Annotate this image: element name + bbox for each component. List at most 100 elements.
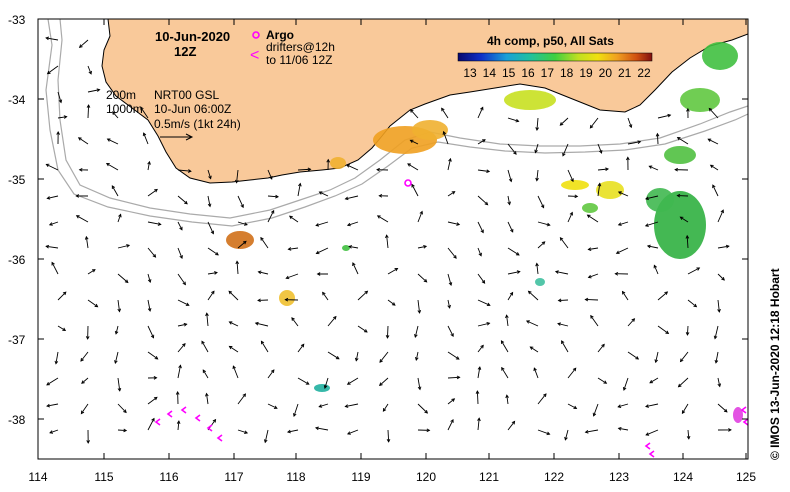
current-vector [441, 108, 449, 119]
current-vector [201, 341, 209, 353]
current-vector [717, 273, 725, 281]
current-vector-head [298, 182, 302, 187]
current-vector [315, 427, 329, 431]
current-vector-head [315, 223, 320, 227]
current-vector [237, 221, 248, 226]
current-vector-head [626, 156, 630, 161]
current-vector [206, 313, 209, 327]
colorbar-tick-label: 14 [483, 66, 497, 80]
current-vector-head [717, 308, 721, 313]
current-vector [387, 325, 389, 338]
current-vector [147, 273, 151, 283]
current-vector-head [178, 364, 182, 369]
current-vector [232, 365, 239, 379]
y-axis-labels: -33 -34 -35 -36 -37 -38 [8, 13, 26, 427]
current-vector [177, 299, 190, 306]
current-vector [447, 299, 451, 309]
current-vector [345, 403, 359, 407]
current-vector [649, 165, 659, 171]
current-vector-head [212, 418, 217, 423]
current-vector-head [569, 211, 573, 216]
current-vector [717, 209, 724, 223]
current-vector [117, 429, 127, 432]
current-vector [447, 376, 460, 379]
current-vector-head [77, 137, 82, 141]
current-vector-head [80, 357, 84, 362]
current-vector-head [376, 167, 380, 172]
current-vector-head [541, 241, 546, 245]
current-vector-head [516, 270, 521, 274]
current-vector [147, 325, 154, 338]
current-vector-head [228, 321, 233, 325]
current-vector-head [260, 340, 265, 345]
current-vector-head [546, 431, 551, 436]
sst-patch [330, 157, 346, 169]
current-vector [717, 377, 721, 387]
current-vector [618, 427, 629, 431]
current-vector [387, 268, 398, 275]
current-vector [289, 215, 299, 223]
current-vector [537, 429, 550, 435]
current-vector [46, 245, 59, 249]
current-vector [379, 377, 389, 386]
current-vector-head [85, 336, 90, 340]
current-vector-head [505, 314, 509, 319]
current-vector-head [291, 317, 295, 321]
current-vector-head [305, 381, 310, 385]
current-vector-head [686, 107, 690, 112]
current-vector-head [676, 193, 681, 198]
current-vector-head [453, 255, 457, 259]
current-vector-head [326, 158, 331, 163]
current-vector-head [201, 340, 205, 345]
current-vector-head [187, 169, 192, 173]
current-vector [528, 290, 539, 301]
current-vector [507, 195, 511, 205]
current-vector-head [58, 99, 63, 104]
current-vector [57, 91, 62, 103]
current-vector-head [621, 290, 626, 295]
current-vector-head [51, 261, 55, 266]
colorbar-gradient [457, 52, 653, 62]
current-vector-head [525, 320, 530, 324]
current-vector [51, 262, 59, 275]
x-tick-label: 119 [351, 470, 370, 484]
current-vector-head [622, 387, 627, 391]
current-vector [78, 137, 89, 145]
current-vector-head [182, 281, 186, 286]
current-vector [79, 39, 89, 48]
current-vector-head [515, 252, 520, 256]
current-vector-head [554, 270, 559, 274]
current-vector-head [123, 409, 127, 414]
current-vector [258, 271, 269, 275]
x-axis-labels: 114 115 116 117 118 119 120 121 122 123 … [28, 470, 756, 484]
current-vector-head [477, 417, 481, 422]
current-vector [327, 316, 337, 327]
current-vector-head [185, 302, 190, 306]
current-vector [560, 237, 569, 249]
current-vector [616, 247, 629, 254]
current-vector [112, 111, 119, 119]
sst-patch [279, 290, 295, 306]
current-vector [267, 169, 273, 180]
current-vector [357, 290, 368, 301]
current-vector [537, 195, 545, 208]
current-vector-head [78, 44, 83, 48]
current-vector-head [615, 250, 620, 254]
current-vector [324, 377, 329, 389]
current-vector [386, 235, 389, 249]
current-vector [207, 195, 211, 207]
current-vector-head [448, 282, 453, 287]
current-vector-head [546, 222, 551, 227]
current-vector-head [183, 322, 188, 327]
current-vector [355, 351, 359, 361]
current-vector-head [557, 298, 562, 303]
current-vector-head [117, 387, 122, 392]
current-vector-head [270, 369, 275, 374]
current-vector [558, 299, 569, 301]
current-vector-head [714, 359, 719, 364]
current-vector [147, 418, 155, 431]
current-vector [417, 245, 427, 249]
current-vector [236, 169, 239, 183]
current-vector-head [450, 333, 454, 338]
current-vector-head [346, 381, 351, 385]
